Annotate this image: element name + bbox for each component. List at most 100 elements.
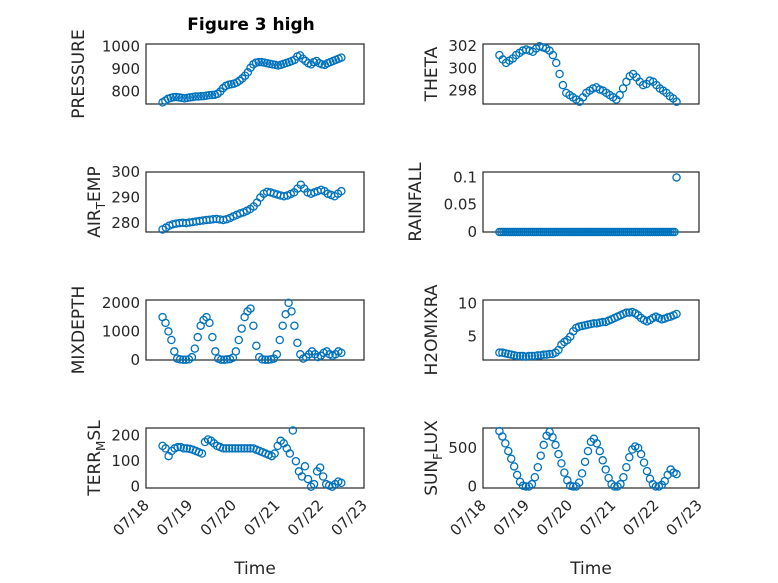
y-tick-label: 0.05 <box>444 196 477 214</box>
data-point <box>533 351 543 360</box>
data-point <box>315 463 325 472</box>
y-tick-label: 0.1 <box>453 168 477 186</box>
y-axis-label: SUNFLUX <box>422 420 445 496</box>
series-markers <box>158 180 346 234</box>
data-point <box>568 482 578 491</box>
y-tick-label: 1000 <box>102 322 140 340</box>
data-point <box>512 351 522 361</box>
data-point <box>574 478 584 487</box>
data-point <box>636 449 646 459</box>
data-point <box>619 472 628 482</box>
data-point <box>179 444 189 453</box>
data-point <box>560 468 569 477</box>
y-tick-label: 2000 <box>102 294 140 312</box>
data-point <box>557 459 566 468</box>
data-point <box>237 444 246 453</box>
subplot-rainfall: 0 0.05 0.1 RAINFALL <box>406 162 700 242</box>
data-point <box>618 84 628 93</box>
data-point <box>527 479 537 489</box>
data-point <box>178 355 188 364</box>
data-point <box>639 458 649 467</box>
data-point <box>300 462 310 471</box>
y-axis-label: PRESSURE <box>69 29 89 118</box>
y-tick-label: 200 <box>111 427 140 445</box>
data-point <box>303 474 313 484</box>
data-point <box>224 444 234 453</box>
data-point <box>205 90 214 100</box>
data-point <box>237 324 246 333</box>
data-point <box>530 472 540 482</box>
series-markers <box>495 307 681 361</box>
x-tick-label: 07/22 <box>619 496 662 539</box>
series-markers <box>495 173 681 237</box>
data-point <box>284 298 293 308</box>
data-point <box>246 304 255 313</box>
data-point <box>291 456 301 466</box>
x-tick-label: 07/18 <box>447 496 490 539</box>
x-axis-label: Time <box>233 559 276 579</box>
data-point <box>173 442 182 452</box>
data-point <box>337 348 346 358</box>
data-point <box>524 351 534 361</box>
data-point <box>240 444 249 453</box>
figure-title: Figure 3 high <box>187 15 315 35</box>
y-tick-label: 10 <box>458 294 477 312</box>
x-tick-label: 07/21 <box>576 496 619 539</box>
data-point <box>234 335 244 345</box>
axes-box <box>145 299 365 361</box>
data-point <box>221 444 231 453</box>
data-point <box>337 53 346 62</box>
data-point <box>257 355 267 364</box>
x-tick-label: 07/20 <box>197 496 240 539</box>
y-tick-label: 0 <box>467 477 477 495</box>
data-point <box>539 350 548 359</box>
data-point <box>554 449 563 459</box>
data-point <box>598 317 607 327</box>
data-point <box>231 347 241 356</box>
axes-box <box>145 427 365 489</box>
data-point <box>555 69 564 79</box>
data-point <box>191 92 200 101</box>
data-point <box>615 90 624 100</box>
data-point <box>243 444 252 453</box>
data-point <box>219 355 229 364</box>
data-point <box>246 444 255 453</box>
data-point <box>551 58 561 68</box>
data-point <box>622 308 631 317</box>
data-point <box>196 92 206 101</box>
data-point <box>170 347 179 356</box>
data-point <box>595 446 605 456</box>
data-point <box>182 444 192 453</box>
data-point <box>207 90 217 100</box>
x-tick-label: 07/18 <box>110 496 153 539</box>
data-point <box>254 57 264 67</box>
x-tick-label: 07/22 <box>284 496 327 539</box>
data-point <box>616 479 625 489</box>
subplot-theta: 298 300 302 THETA <box>422 37 700 107</box>
y-tick-label: 302 <box>448 37 477 55</box>
data-point <box>672 469 681 479</box>
data-point <box>222 355 232 364</box>
x-axis-label: Time <box>569 559 612 579</box>
data-point <box>558 80 568 90</box>
axes-box <box>482 171 700 233</box>
y-tick-label: 0 <box>467 223 477 241</box>
y-tick-label: 300 <box>448 59 477 77</box>
data-point <box>512 470 522 480</box>
data-point <box>208 332 217 342</box>
data-point <box>309 479 319 489</box>
data-point <box>263 355 273 364</box>
data-point <box>231 444 240 453</box>
data-point <box>270 449 279 458</box>
data-point <box>197 449 207 458</box>
series-markers <box>158 298 346 364</box>
data-point <box>670 227 679 237</box>
data-point <box>536 451 545 460</box>
data-point <box>672 173 681 182</box>
data-point <box>218 444 228 453</box>
data-point <box>548 50 558 60</box>
x-tick-label: 07/19 <box>153 496 196 539</box>
data-point <box>275 335 285 345</box>
data-point <box>288 426 298 435</box>
